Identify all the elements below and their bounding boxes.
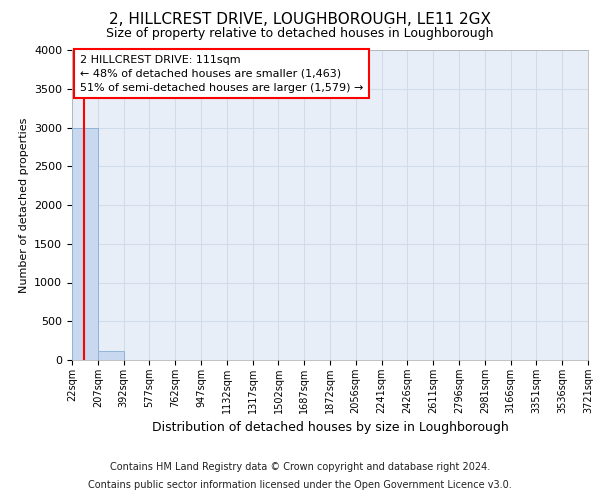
X-axis label: Distribution of detached houses by size in Loughborough: Distribution of detached houses by size … bbox=[152, 422, 508, 434]
Text: Contains public sector information licensed under the Open Government Licence v3: Contains public sector information licen… bbox=[88, 480, 512, 490]
Text: 2 HILLCREST DRIVE: 111sqm
← 48% of detached houses are smaller (1,463)
51% of se: 2 HILLCREST DRIVE: 111sqm ← 48% of detac… bbox=[80, 54, 363, 92]
Text: 2, HILLCREST DRIVE, LOUGHBOROUGH, LE11 2GX: 2, HILLCREST DRIVE, LOUGHBOROUGH, LE11 2… bbox=[109, 12, 491, 28]
Y-axis label: Number of detached properties: Number of detached properties bbox=[19, 118, 29, 292]
Text: Size of property relative to detached houses in Loughborough: Size of property relative to detached ho… bbox=[106, 28, 494, 40]
Bar bbox=[72, 128, 98, 360]
Bar bbox=[98, 350, 124, 360]
Text: Contains HM Land Registry data © Crown copyright and database right 2024.: Contains HM Land Registry data © Crown c… bbox=[110, 462, 490, 472]
